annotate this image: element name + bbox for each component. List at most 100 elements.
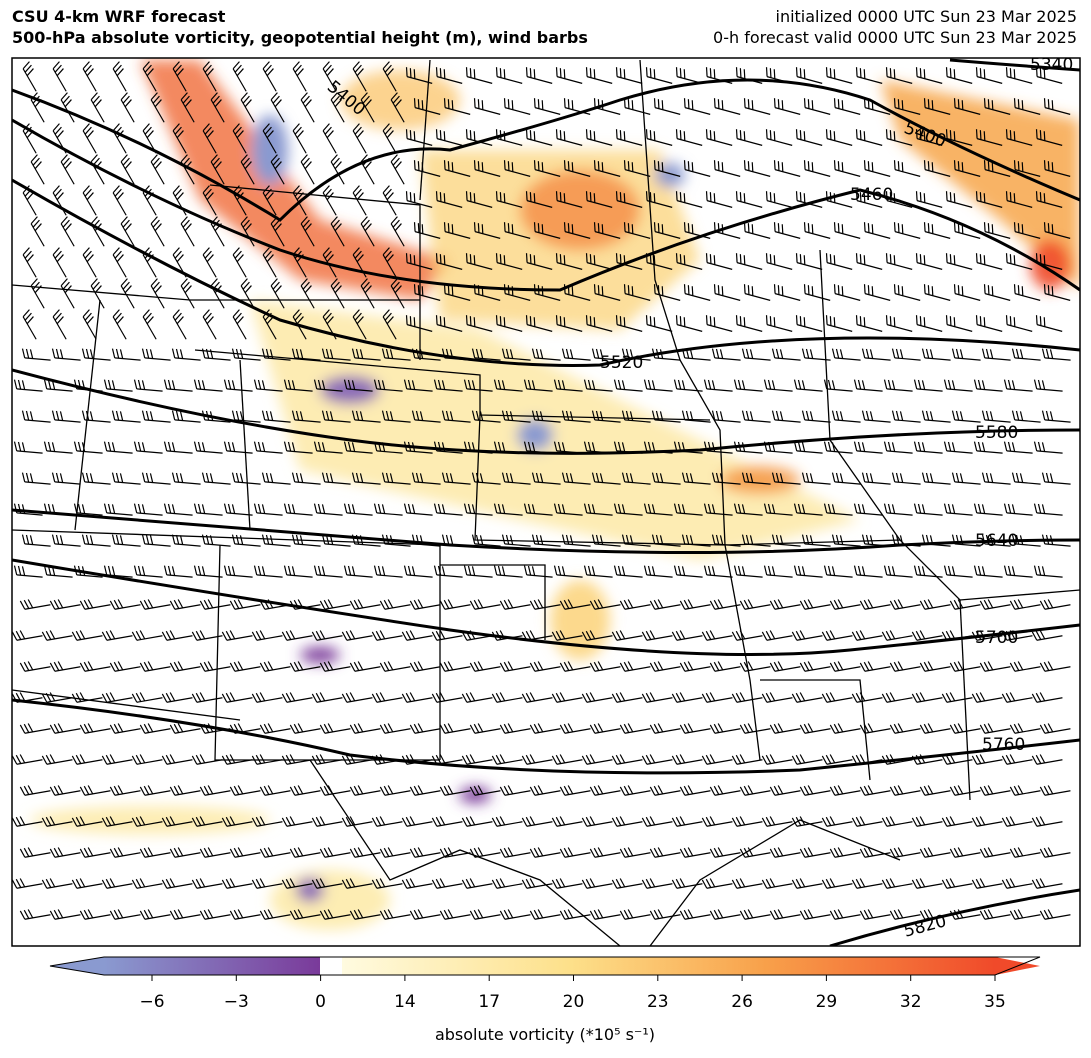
wind-barb <box>589 723 621 734</box>
wind-barb <box>379 909 411 920</box>
barb-feather <box>469 910 476 920</box>
barb-feather <box>439 786 446 796</box>
barb-feather <box>207 661 214 671</box>
barb-feather <box>139 692 146 702</box>
wind-barb <box>13 441 43 454</box>
wind-barb <box>555 67 583 84</box>
wind-barb <box>563 160 591 177</box>
wind-barb <box>711 348 741 361</box>
barb-shaft <box>504 790 531 796</box>
barb-feather <box>953 284 956 294</box>
barb-shaft <box>324 852 351 858</box>
barb-feather <box>21 534 26 545</box>
wind-barb <box>771 348 801 361</box>
barb-feather <box>471 472 476 483</box>
barb-feather <box>327 785 334 795</box>
barb-feather <box>979 192 982 202</box>
barb-feather <box>683 255 686 265</box>
barb-shaft <box>594 231 621 239</box>
barb-feather <box>315 816 322 826</box>
barb-feather <box>1015 534 1020 545</box>
barb-shaft <box>22 68 37 92</box>
barb-feather <box>261 534 266 545</box>
barb-feather <box>567 161 570 171</box>
barb-shaft <box>390 223 405 247</box>
wind-barb <box>893 160 921 177</box>
barb-feather <box>41 817 48 827</box>
barb-feather <box>419 349 424 359</box>
barb-feather <box>116 316 124 325</box>
barb-feather <box>949 724 956 734</box>
barb-feather <box>823 565 828 576</box>
barb-feather <box>263 599 270 609</box>
barb-shaft <box>232 130 247 154</box>
barb-feather <box>253 565 258 576</box>
wind-barb <box>973 565 1003 578</box>
barb-feather <box>947 441 952 452</box>
barb-feather <box>469 662 476 672</box>
barb-feather <box>302 219 310 228</box>
barb-feather <box>261 566 266 576</box>
wind-barb <box>1001 816 1033 827</box>
barb-feather <box>115 410 120 421</box>
wind-barb <box>521 692 553 703</box>
barb-feather <box>529 910 536 920</box>
barb-shaft <box>376 574 403 578</box>
barb-feather <box>345 878 352 888</box>
wind-barb <box>1043 160 1071 177</box>
wind-barb <box>439 723 471 734</box>
barb-feather <box>165 630 172 640</box>
barb-feather <box>79 600 86 610</box>
barb-feather <box>171 380 176 390</box>
barb-feather <box>1045 534 1050 545</box>
barb-feather <box>927 785 934 795</box>
barb-shaft <box>360 99 375 123</box>
barb-shaft <box>1014 107 1041 115</box>
barb-feather <box>52 185 60 194</box>
barb-feather <box>675 191 678 201</box>
barb-shaft <box>316 697 343 703</box>
barb-feather <box>131 817 138 827</box>
barb-feather <box>949 630 956 640</box>
barb-feather <box>803 131 806 141</box>
barb-feather <box>983 222 986 232</box>
barb-feather <box>105 878 112 888</box>
barb-feather <box>597 161 600 171</box>
barb-feather <box>927 99 930 109</box>
barb-shaft <box>984 543 1011 547</box>
barb-feather <box>587 441 592 452</box>
barb-feather <box>641 631 648 641</box>
barb-feather <box>285 816 292 826</box>
barb-feather <box>311 631 318 641</box>
barb-feather <box>392 219 400 228</box>
wind-barb <box>259 599 291 610</box>
barb-feather <box>19 910 26 920</box>
wind-barb <box>349 909 381 920</box>
barb-feather <box>919 600 926 610</box>
barb-feather <box>593 131 596 141</box>
barb-feather <box>673 441 678 452</box>
barb-feather <box>923 317 926 327</box>
barb-feather <box>745 534 750 545</box>
barb-feather <box>413 284 416 294</box>
barb-feather <box>221 879 228 889</box>
wind-barb <box>289 847 321 858</box>
barb-feather <box>294 126 302 135</box>
barb-feather <box>679 316 682 326</box>
wind-barb <box>679 909 711 920</box>
barb-feather <box>911 631 918 641</box>
barb-feather <box>589 316 592 326</box>
barb-feather <box>1035 692 1042 702</box>
barb-feather <box>529 692 536 702</box>
wind-barb <box>163 503 193 516</box>
barb-feather <box>1039 816 1046 826</box>
wind-barb <box>172 61 187 92</box>
wind-barb <box>473 222 501 239</box>
barb-shaft <box>706 512 733 516</box>
barb-feather <box>375 816 382 826</box>
barb-shaft <box>174 914 201 920</box>
barb-feather <box>354 64 362 73</box>
barb-shaft <box>54 604 81 610</box>
barb-feather <box>270 278 278 287</box>
barb-shaft <box>924 790 951 796</box>
